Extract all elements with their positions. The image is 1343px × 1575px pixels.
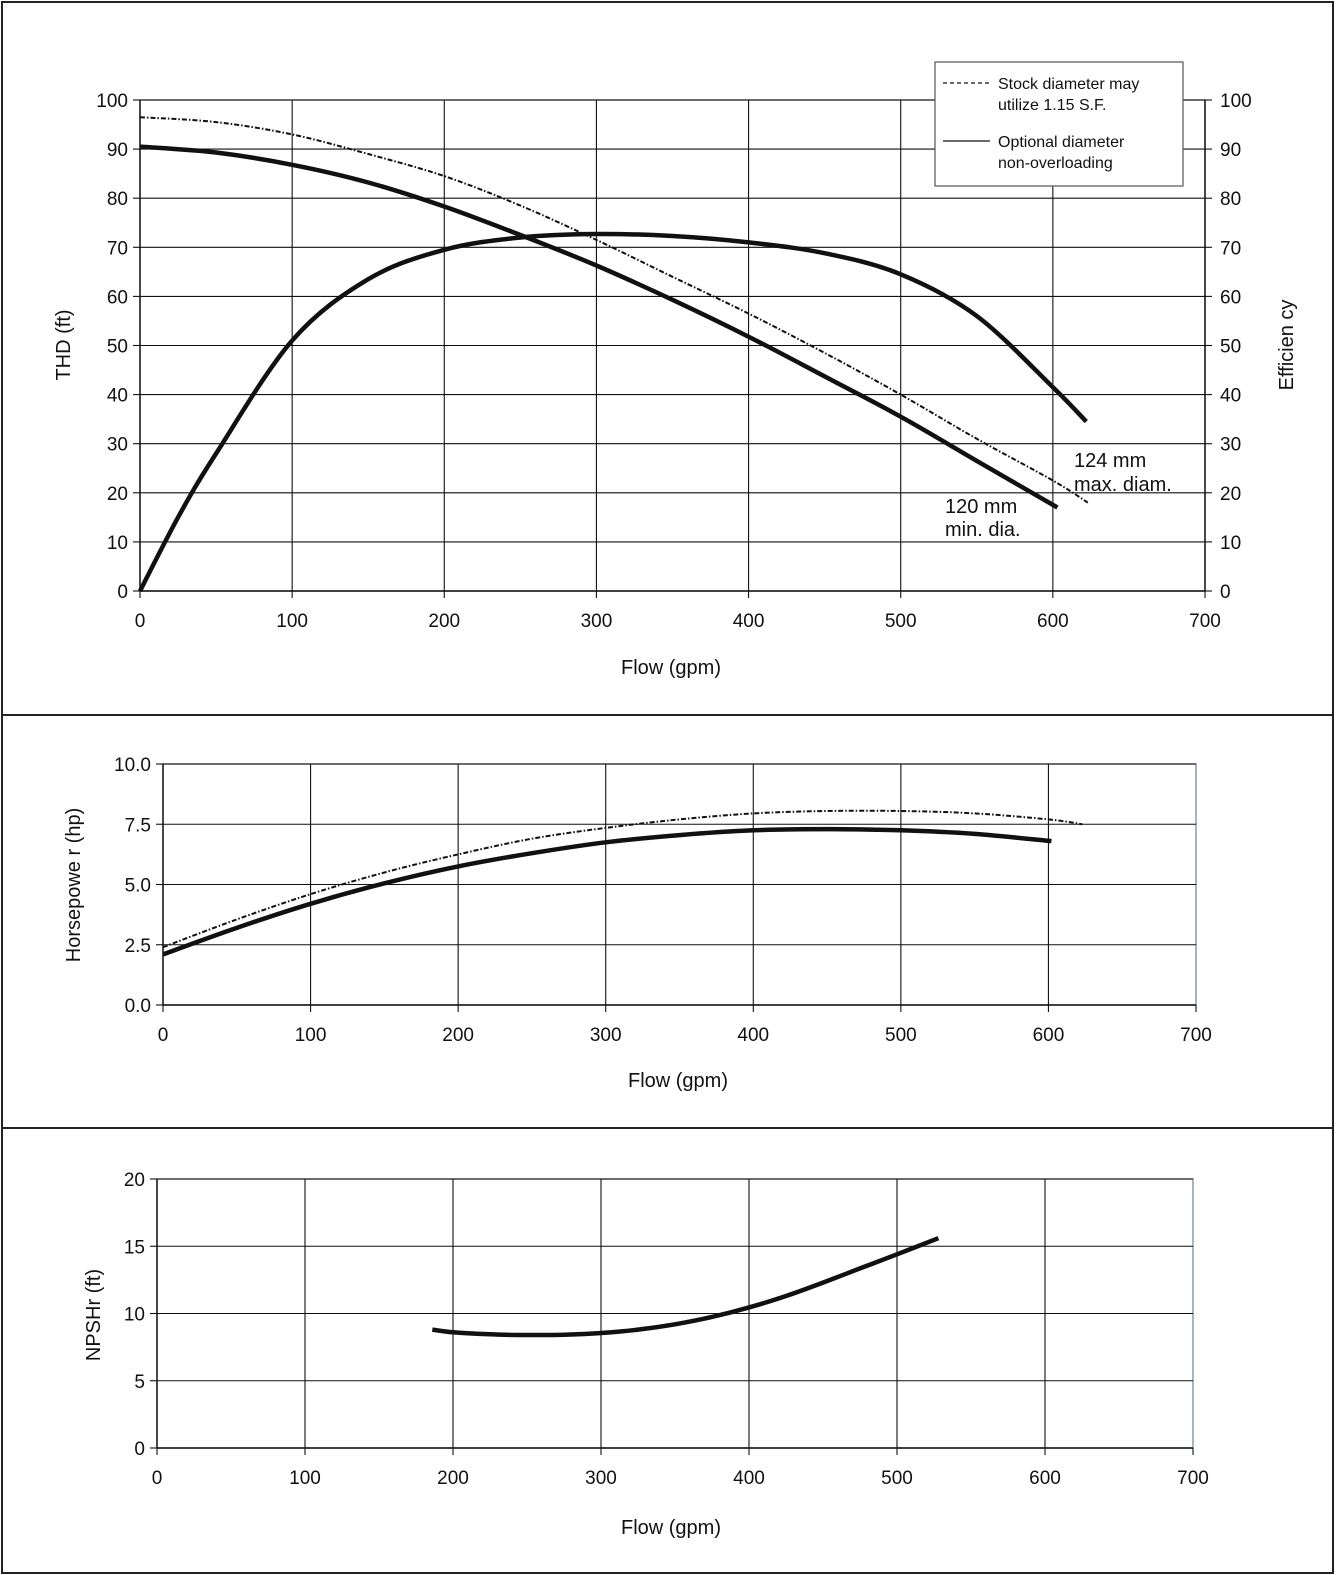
y-tick-label: 7.5	[125, 815, 151, 836]
y-tick-label: 0	[117, 582, 128, 603]
optional-diameter-curve-series-1	[162, 826, 1052, 957]
y2-tick-label: 90	[1220, 140, 1241, 161]
y-tick-label: 70	[107, 238, 128, 259]
legend-entry-2-line-1: Optional diameter	[998, 134, 1125, 151]
legend-box	[934, 61, 1184, 187]
y2-tick-label: 80	[1220, 189, 1241, 210]
x-tick-label: 0	[152, 1468, 163, 1489]
x-tick-label: 400	[733, 1468, 765, 1489]
y-tick-label: 5.0	[125, 876, 151, 897]
x-tick-label: 300	[581, 611, 613, 632]
y-tick-label: 90	[107, 140, 128, 161]
y-tick-label: 0.0	[125, 996, 151, 1017]
y-axis-title: NPSHr (ft)	[83, 1269, 105, 1361]
y-tick-label: 10	[107, 533, 128, 554]
annotation-124mm-line-1: 124 mm	[1074, 450, 1146, 472]
x-tick-label: 700	[1189, 611, 1221, 632]
y-tick-label: 2.5	[125, 936, 151, 957]
y-tick-label: 10.0	[114, 755, 151, 776]
y-tick-label: 40	[107, 386, 128, 407]
x-tick-label: 0	[135, 611, 146, 632]
x-tick-label: 500	[881, 1468, 913, 1489]
x-tick-label: 600	[1037, 611, 1069, 632]
x-tick-label: 100	[289, 1468, 321, 1489]
panel-frame-power	[1, 714, 1334, 1129]
y-tick-label: 0	[134, 1439, 145, 1460]
x-tick-label: 600	[1029, 1468, 1061, 1489]
stock-diameter-curve-series-0	[139, 116, 1089, 504]
optional-diameter-curve-series-0	[431, 1236, 940, 1338]
x-tick-label: 200	[428, 611, 460, 632]
x-tick-label: 300	[585, 1468, 617, 1489]
x-tick-label: 100	[276, 611, 308, 632]
y2-tick-label: 60	[1220, 287, 1241, 308]
x-axis-title: Flow (gpm)	[628, 1070, 728, 1092]
y-tick-label: 15	[124, 1237, 145, 1258]
stock-diameter-curve-series-0	[162, 809, 1083, 949]
annotation-120mm-line-1: 120 mm	[945, 496, 1017, 518]
annotation-124mm-line-2: max. diam.	[1074, 474, 1172, 496]
y-tick-label: 5	[134, 1372, 145, 1393]
y2-tick-label: 40	[1220, 386, 1241, 407]
legend-entry-2-line-2: non-overloading	[998, 155, 1113, 172]
y2-tick-label: 20	[1220, 484, 1241, 505]
y-axis-title: Horsepowe r (hp)	[63, 808, 85, 963]
x-tick-label: 400	[733, 611, 765, 632]
x-tick-label: 500	[885, 1025, 917, 1046]
x-tick-label: 400	[737, 1025, 769, 1046]
x-tick-label: 500	[885, 611, 917, 632]
y-tick-label: 10	[124, 1305, 145, 1326]
y-tick-label: 80	[107, 189, 128, 210]
x-tick-label: 200	[437, 1468, 469, 1489]
y-tick-label: 100	[96, 91, 128, 112]
y-tick-label: 20	[124, 1170, 145, 1191]
y2-tick-label: 30	[1220, 435, 1241, 456]
y2-tick-label: 50	[1220, 337, 1241, 358]
optional-diameter-curve-series-1	[139, 144, 1059, 510]
y-tick-label: 60	[107, 287, 128, 308]
y-tick-label: 50	[107, 337, 128, 358]
panel-frame-npsh	[1, 1127, 1334, 1574]
y2-tick-label: 100	[1220, 91, 1252, 112]
x-tick-label: 200	[442, 1025, 474, 1046]
x-tick-label: 700	[1177, 1468, 1209, 1489]
efficiency-curve-series-2	[137, 231, 1088, 593]
legend-entry-1-line-2: utilize 1.15 S.F.	[998, 97, 1107, 114]
x-tick-label: 0	[158, 1025, 169, 1046]
legend-entry-1-line-1: Stock diameter may	[998, 76, 1139, 93]
x-tick-label: 100	[295, 1025, 327, 1046]
y2-tick-label: 0	[1220, 582, 1231, 603]
horsepower-chart: 0.0 2.5 5.0 7.5 10.0 0 100 200 300 400 500 600 700 F…	[63, 755, 1212, 1092]
x-tick-label: 700	[1180, 1025, 1212, 1046]
y2-tick-label: 10	[1220, 533, 1241, 554]
y-tick-label: 20	[107, 484, 128, 505]
x-axis-title: Flow (gpm)	[621, 657, 721, 679]
x-tick-label: 300	[590, 1025, 622, 1046]
x-axis-title: Flow (gpm)	[621, 1517, 721, 1539]
head-efficiency-chart: 0 10 20 30 40 50 60 70 80 90 100 0 10 20 30 40 50 60 70 80 9…	[53, 61, 1298, 679]
y-tick-label: 30	[107, 435, 128, 456]
annotation-120mm-line-2: min. dia.	[945, 519, 1021, 541]
y-axis-title: THD (ft)	[53, 309, 75, 380]
x-tick-label: 600	[1033, 1025, 1065, 1046]
y2-axis-title: Efficien cy	[1276, 300, 1298, 391]
y2-tick-label: 70	[1220, 238, 1241, 259]
legend: Stock diameter may utilize 1.15 S.F. Opt…	[934, 61, 1184, 187]
